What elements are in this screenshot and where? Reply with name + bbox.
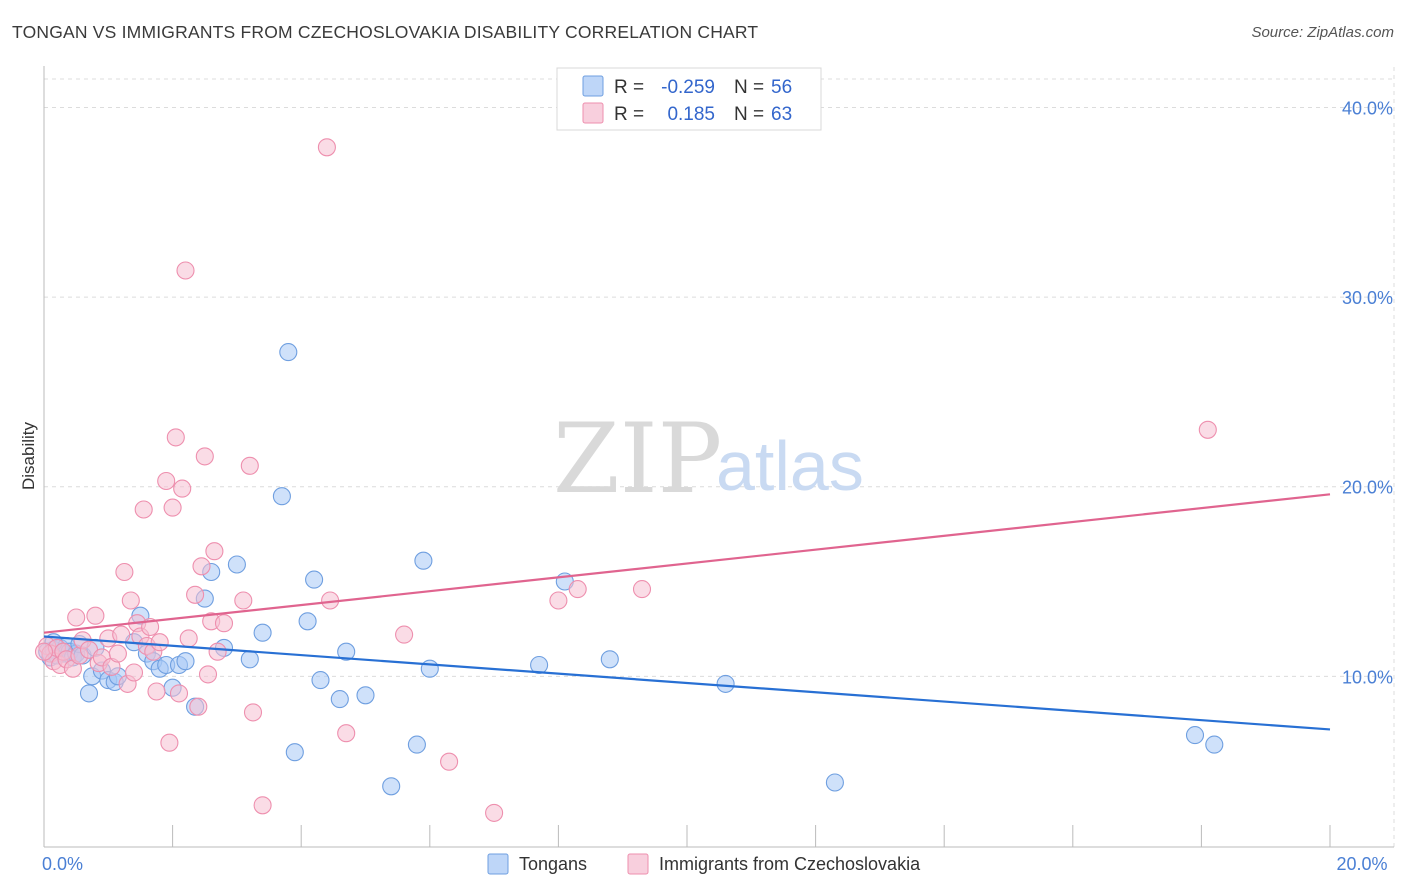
point-czechoslovakia-33 (163, 498, 182, 517)
point-tongans-46 (414, 551, 433, 570)
point-czechoslovakia-40 (189, 697, 208, 716)
point-czechoslovakia-39 (186, 585, 205, 604)
legend-n-value-czechoslovakia: 63 (771, 104, 792, 125)
point-czechoslovakia-58 (549, 591, 568, 610)
point-czechoslovakia-19 (115, 562, 134, 582)
point-tongans-53 (1185, 726, 1205, 745)
point-tongans-45 (407, 735, 426, 754)
point-czechoslovakia-29 (147, 682, 166, 701)
watermark-atlas: atlas (716, 427, 864, 505)
source-label: Source: ZipAtlas.com (1251, 24, 1394, 41)
point-czechoslovakia-21 (121, 591, 140, 610)
point-tongans-43 (356, 686, 375, 705)
legend-r-value-czechoslovakia: 0.185 (667, 104, 715, 125)
point-czechoslovakia-49 (240, 456, 259, 475)
x-tick-label-0: 0.0% (42, 854, 83, 874)
point-tongans-27 (176, 652, 195, 671)
series-legend: Tongans Immigrants from Czechoslovakia (487, 853, 921, 875)
point-czechoslovakia-12 (86, 606, 105, 625)
chart-title: TONGAN VS IMMIGRANTS FROM CZECHOSLOVAKIA… (12, 22, 759, 42)
point-tongans-47 (420, 659, 439, 678)
point-tongans-40 (311, 671, 330, 690)
watermark-zip: ZIP (553, 403, 722, 515)
watermark: ZIP atlas (553, 403, 864, 515)
point-tongans-39 (305, 570, 324, 589)
point-tongans-51 (716, 674, 735, 693)
point-czechoslovakia-37 (176, 261, 195, 280)
point-czechoslovakia-38 (179, 629, 198, 648)
point-czechoslovakia-35 (169, 684, 189, 703)
correlation-legend: R = -0.259 N = 56 R = 0.185 N = 63 (556, 67, 822, 131)
point-czechoslovakia-42 (195, 447, 214, 466)
point-czechoslovakia-62 (34, 642, 54, 661)
point-tongans-44 (382, 777, 401, 796)
y-tick-label-30: 30.0% (1342, 288, 1393, 308)
point-tongans-42 (337, 642, 356, 661)
point-czechoslovakia-18 (112, 625, 131, 644)
point-czechoslovakia-53 (317, 138, 336, 157)
point-czechoslovakia-48 (234, 591, 253, 610)
point-czechoslovakia-59 (568, 580, 587, 599)
point-czechoslovakia-17 (108, 644, 127, 663)
y-tick-label-40: 40.0% (1342, 98, 1393, 118)
point-czechoslovakia-36 (173, 479, 192, 498)
trend-line-tongans (43, 635, 1331, 731)
point-czechoslovakia-46 (208, 642, 227, 661)
point-czechoslovakia-50 (243, 703, 263, 722)
trend-line-czechoslovakia (43, 493, 1331, 634)
point-czechoslovakia-32 (160, 733, 179, 752)
point-tongans-35 (272, 487, 291, 506)
point-tongans-12 (79, 684, 99, 703)
point-czechoslovakia-31 (157, 471, 176, 491)
y-axis-label: Disability (19, 421, 38, 490)
point-tongans-33 (240, 650, 259, 669)
point-czechoslovakia-8 (67, 608, 86, 627)
point-czechoslovakia-22 (124, 663, 144, 682)
point-czechoslovakia-47 (214, 614, 234, 633)
point-czechoslovakia-25 (134, 500, 153, 519)
point-czechoslovakia-56 (440, 752, 459, 771)
legend-swatch-tongans (582, 75, 604, 97)
bottom-legend-swatch-tongans (487, 853, 509, 875)
point-tongans-34 (253, 623, 272, 642)
legend-n-label-czechoslovakia: N = (734, 104, 764, 125)
point-czechoslovakia-43 (198, 665, 218, 684)
point-tongans-36 (279, 343, 298, 362)
data-points (34, 138, 1224, 822)
point-czechoslovakia-41 (192, 557, 211, 576)
point-czechoslovakia-34 (166, 428, 185, 447)
point-tongans-38 (298, 612, 317, 631)
y-tick-label-10: 10.0% (1342, 667, 1393, 687)
point-tongans-37 (285, 743, 304, 762)
point-tongans-41 (330, 690, 349, 709)
point-tongans-52 (825, 773, 844, 792)
point-tongans-50 (600, 650, 619, 669)
bottom-legend-label-czechoslovakia: Immigrants from Czechoslovakia (659, 854, 921, 874)
bottom-legend-label-tongans: Tongans (519, 854, 587, 874)
legend-n-label-tongans: N = (734, 77, 764, 98)
point-czechoslovakia-61 (1198, 420, 1217, 439)
trend-lines (43, 493, 1331, 731)
legend-r-value-tongans: -0.259 (661, 77, 715, 98)
point-czechoslovakia-60 (632, 580, 652, 599)
point-czechoslovakia-51 (253, 796, 272, 815)
point-czechoslovakia-57 (485, 803, 504, 822)
point-tongans-54 (1205, 735, 1224, 754)
legend-swatch-czechoslovakia (582, 102, 604, 124)
point-czechoslovakia-55 (395, 625, 414, 644)
legend-r-label-czechoslovakia: R = (614, 104, 644, 125)
x-tick-label-1: 20.0% (1336, 854, 1387, 874)
axes (43, 66, 1394, 848)
point-czechoslovakia-45 (205, 542, 224, 561)
legend-r-label-tongans: R = (614, 77, 644, 98)
point-czechoslovakia-54 (337, 724, 356, 743)
bottom-legend-swatch-czechoslovakia (627, 853, 649, 875)
point-czechoslovakia-30 (150, 633, 169, 652)
point-tongans-32 (227, 555, 246, 574)
point-tongans-48 (530, 655, 549, 675)
y-tick-label-20: 20.0% (1342, 478, 1393, 498)
tick-labels: 10.0% 20.0% 30.0% 40.0% 0.0% 20.0% (42, 98, 1393, 874)
legend-n-value-tongans: 56 (771, 77, 792, 98)
